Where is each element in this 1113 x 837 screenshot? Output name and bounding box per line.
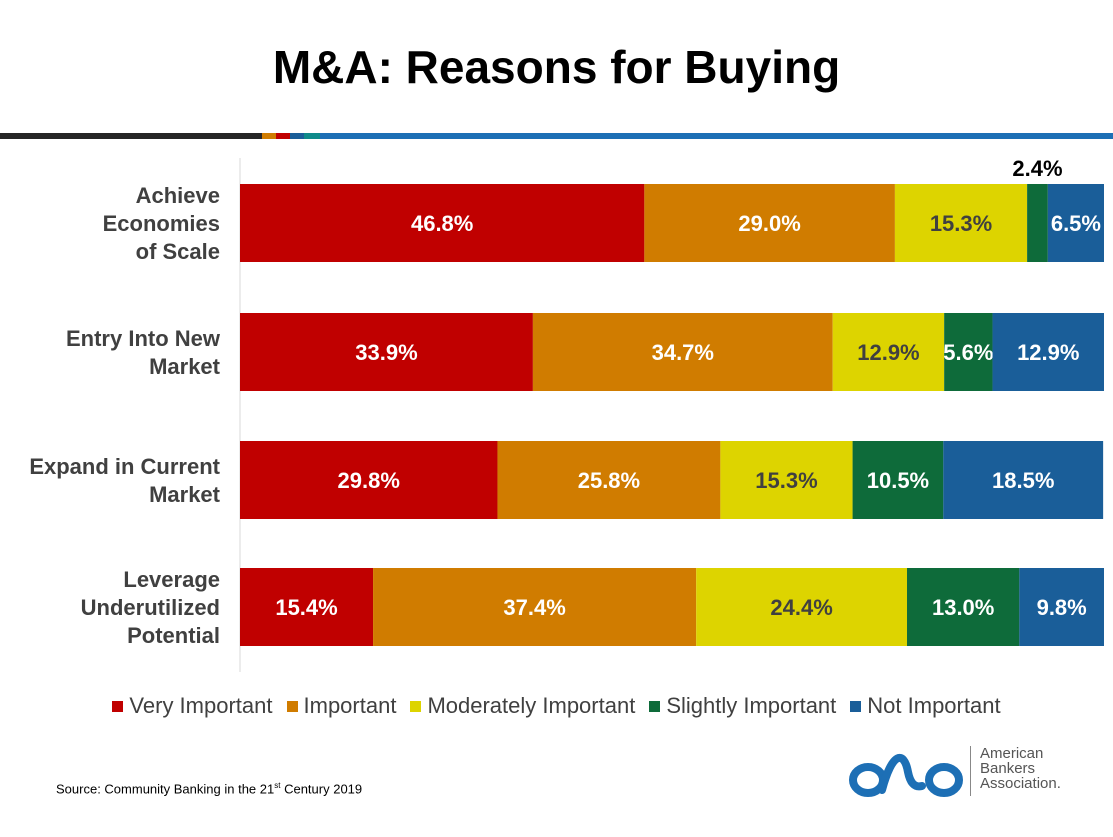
- bar-segment: [240, 313, 533, 391]
- category-label: Potential: [127, 623, 220, 648]
- bar-segment: [1019, 568, 1104, 646]
- legend-item: Important: [286, 693, 397, 719]
- page-title: M&A: Reasons for Buying: [272, 41, 841, 93]
- bar-segment: [497, 441, 721, 519]
- data-label: 6.5%: [1051, 211, 1101, 236]
- legend-swatch: [410, 700, 422, 712]
- category-label: Market: [149, 482, 221, 507]
- data-label: 29.8%: [338, 468, 400, 493]
- data-label: 18.5%: [992, 468, 1054, 493]
- data-label: 5.6%: [943, 340, 993, 365]
- legend-label: Very Important: [129, 693, 273, 718]
- title-rule-accent-2: [276, 133, 290, 139]
- legend-swatch: [850, 700, 862, 712]
- legend-item: Very Important: [112, 693, 273, 719]
- logo-line-3: Association.: [980, 775, 1061, 792]
- legend-item: Moderately Important: [410, 693, 635, 719]
- category-label: Expand in Current: [29, 454, 220, 479]
- bar-segment: [240, 184, 645, 262]
- data-label: 33.9%: [355, 340, 417, 365]
- bar-segment: [240, 568, 374, 646]
- data-label: 10.5%: [867, 468, 929, 493]
- title-rule-accent-1: [262, 133, 276, 139]
- aba-logo-mark-icon: [849, 753, 963, 797]
- category-label: Economies: [103, 211, 220, 236]
- bar-segment: [852, 441, 944, 519]
- title-rule-accent-3: [290, 133, 304, 139]
- bar-segment: [532, 313, 833, 391]
- legend-swatch: [649, 700, 661, 712]
- data-label: 2.4%: [1012, 156, 1062, 181]
- bar-segment: [907, 568, 1020, 646]
- legend-label: Not Important: [867, 693, 1001, 718]
- data-label: 12.9%: [1017, 340, 1079, 365]
- bar-segment: [1047, 184, 1104, 262]
- data-label: 13.0%: [932, 595, 994, 620]
- bar-segment: [944, 313, 993, 391]
- source-note: Source: Community Banking in the 21st Ce…: [56, 781, 362, 796]
- data-label: 24.4%: [770, 595, 832, 620]
- category-label: Market: [149, 354, 221, 379]
- bar-segment: [1027, 184, 1048, 262]
- bar-segment: [373, 568, 697, 646]
- data-label: 46.8%: [411, 211, 473, 236]
- legend-swatch: [112, 700, 124, 712]
- data-label: 15.3%: [755, 468, 817, 493]
- bar-segment: [644, 184, 895, 262]
- source-suffix: Century 2019: [280, 781, 363, 797]
- legend-label: Important: [303, 693, 397, 718]
- bar-segment: [832, 313, 945, 391]
- data-label: 34.7%: [652, 340, 714, 365]
- title-rule-accent-4: [304, 133, 320, 139]
- category-label: Entry Into New: [66, 326, 221, 351]
- stacked-bar-chart: Achieve Economies of Scale 46.8% 29.0% 15.3% 2…: [29, 156, 1104, 672]
- aba-logo: American Bankers Association.: [848, 742, 1078, 802]
- bar-segment: [720, 441, 853, 519]
- data-label: 37.4%: [503, 595, 565, 620]
- legend-item: Slightly Important: [649, 693, 836, 719]
- logo-line-2: Bankers: [980, 760, 1036, 777]
- bar-segment: [992, 313, 1104, 391]
- data-label: 25.8%: [578, 468, 640, 493]
- logo-divider: [970, 746, 971, 796]
- data-label: 15.3%: [930, 211, 992, 236]
- logo-wordmark: American Bankers Association.: [980, 746, 1061, 791]
- category-label: Achieve: [136, 183, 220, 208]
- data-label: 29.0%: [738, 211, 800, 236]
- source-superscript: st: [274, 781, 281, 790]
- legend-label: Slightly Important: [666, 693, 837, 718]
- bar-segment: [696, 568, 908, 646]
- legend-swatch: [286, 700, 298, 712]
- bar-segment: [240, 441, 498, 519]
- source-prefix: Source: Community Banking in the 21: [56, 781, 275, 797]
- data-label: 12.9%: [857, 340, 919, 365]
- bar-segment: [894, 184, 1028, 262]
- legend: Very Important Important Moderately Import…: [0, 693, 1113, 719]
- title-rule-blue: [320, 133, 1113, 139]
- legend-label: Moderately Important: [427, 693, 636, 718]
- category-label: Leverage: [123, 567, 220, 592]
- data-label: 15.4%: [275, 595, 337, 620]
- title-rule-dark: [0, 133, 262, 139]
- data-label: 9.8%: [1037, 595, 1087, 620]
- logo-line-1: American: [980, 745, 1044, 762]
- category-label: Underutilized: [81, 595, 220, 620]
- legend-item: Not Important: [850, 693, 1001, 719]
- bar-segment: [943, 441, 1104, 519]
- category-label: of Scale: [136, 239, 220, 264]
